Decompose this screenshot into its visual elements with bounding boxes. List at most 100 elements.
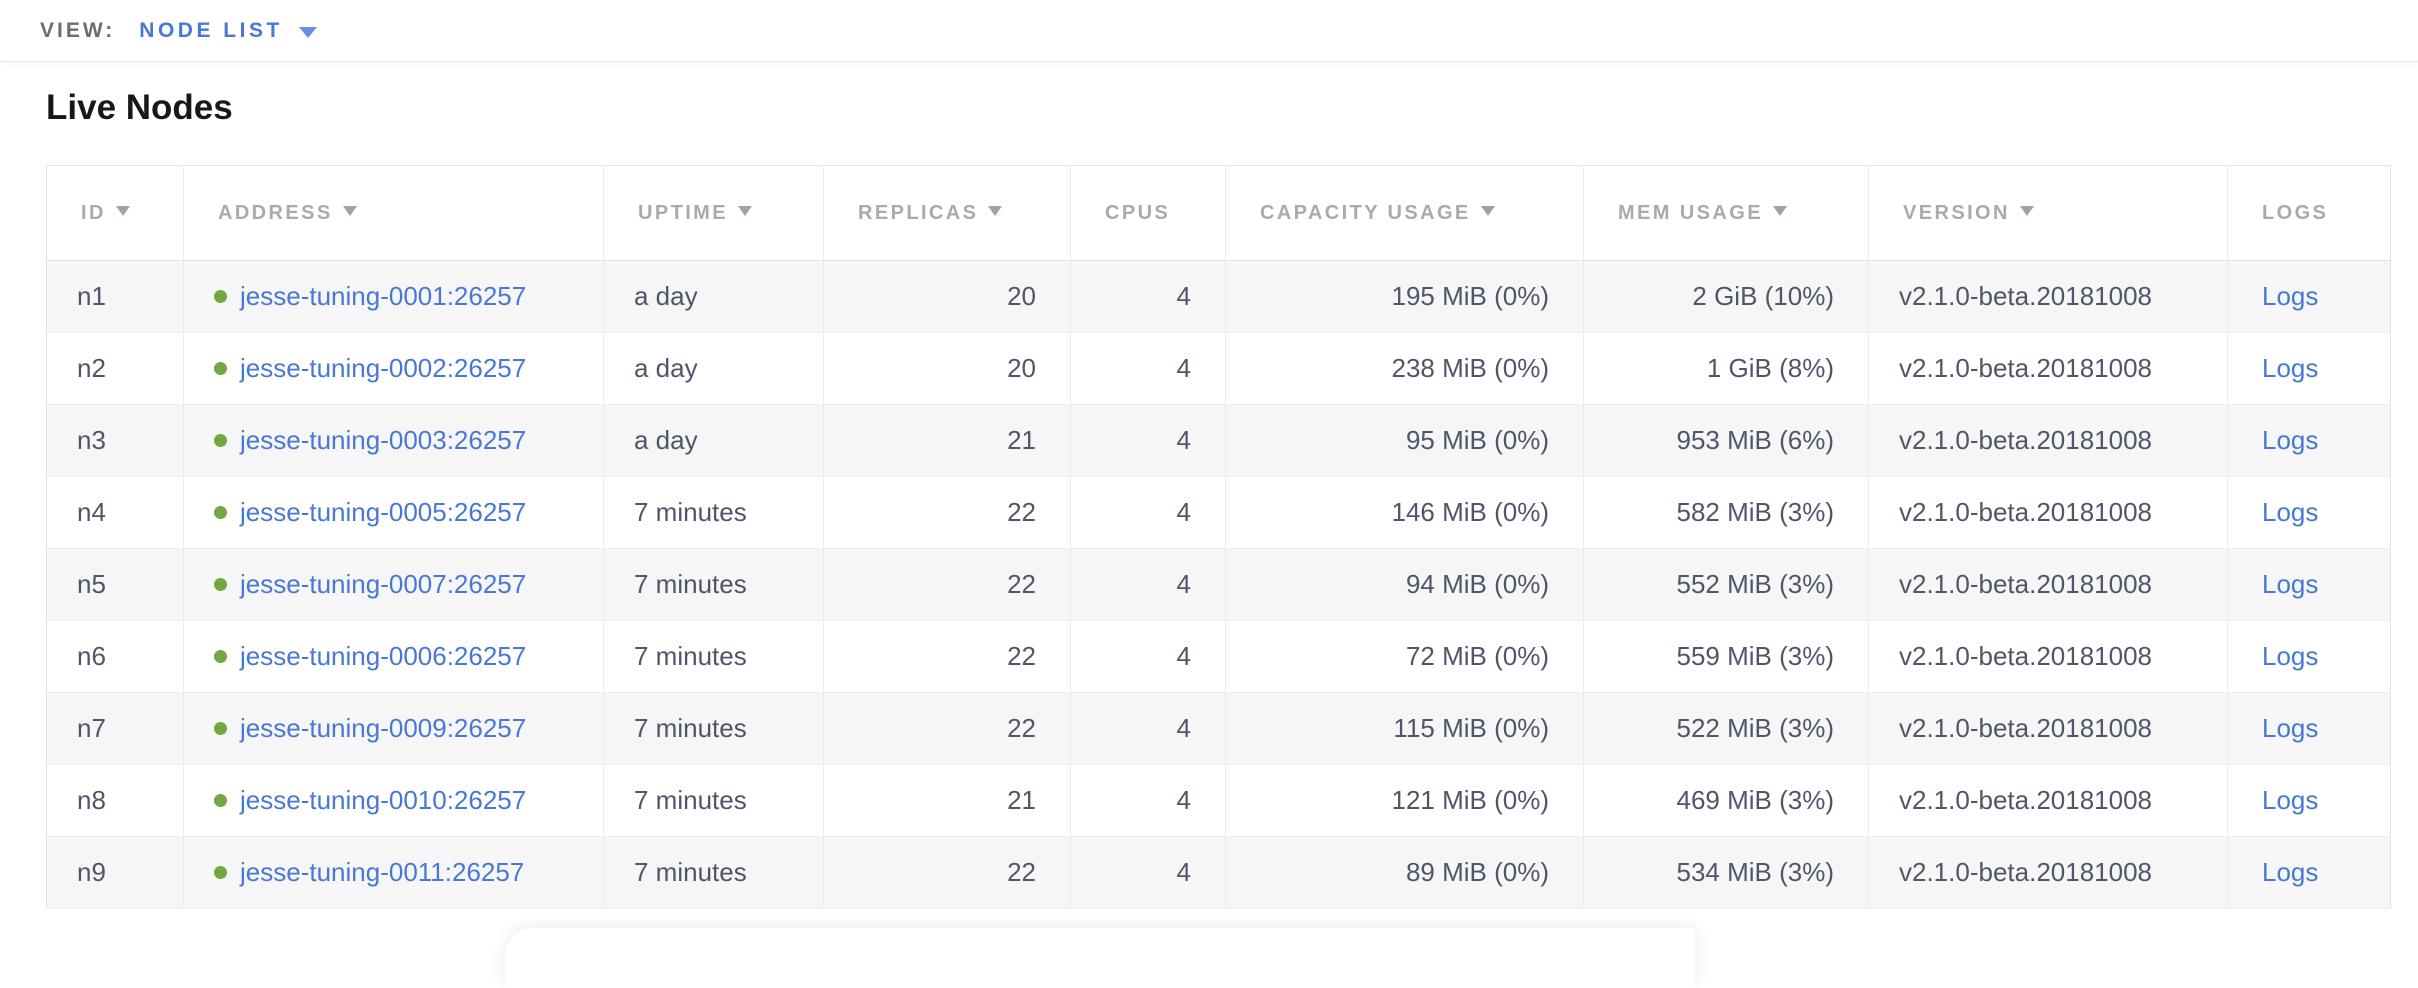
node-logs-link[interactable]: Logs bbox=[2262, 425, 2319, 455]
node-address-link[interactable]: jesse-tuning-0009:26257 bbox=[240, 713, 527, 743]
node-logs-link[interactable]: Logs bbox=[2262, 353, 2319, 383]
mem-cell: 953 MiB (6%) bbox=[1583, 404, 1869, 477]
id-value: n9 bbox=[77, 857, 106, 887]
sort-desc-icon bbox=[1480, 206, 1495, 217]
cpus-value: 4 bbox=[1176, 641, 1191, 671]
node-address-link[interactable]: jesse-tuning-0006:26257 bbox=[240, 641, 527, 671]
uptime-value: a day bbox=[634, 425, 698, 455]
version-value: v2.1.0-beta.20181008 bbox=[1899, 569, 2152, 599]
capacity-cell: 95 MiB (0%) bbox=[1225, 404, 1584, 477]
view-selector-dropdown[interactable]: NODE LIST bbox=[139, 19, 317, 43]
uptime-value: 7 minutes bbox=[634, 497, 747, 527]
id-cell: n7 bbox=[46, 692, 184, 765]
column-header-version[interactable]: VERSION bbox=[1868, 165, 2228, 261]
capacity-cell: 94 MiB (0%) bbox=[1225, 548, 1584, 621]
replicas-value: 20 bbox=[1007, 281, 1036, 311]
capacity-value: 72 MiB (0%) bbox=[1405, 641, 1549, 671]
uptime-cell: 7 minutes bbox=[603, 620, 824, 693]
uptime-value: 7 minutes bbox=[634, 785, 747, 815]
node-address-link[interactable]: jesse-tuning-0002:26257 bbox=[240, 353, 527, 383]
capacity-cell: 238 MiB (0%) bbox=[1225, 332, 1584, 405]
node-healthy-dot-icon bbox=[214, 577, 227, 591]
cpus-cell: 4 bbox=[1070, 404, 1226, 477]
sort-desc-icon bbox=[2019, 206, 2034, 217]
replicas-cell: 21 bbox=[823, 404, 1071, 477]
address-cell: jesse-tuning-0011:26257 bbox=[183, 836, 604, 909]
node-logs-link[interactable]: Logs bbox=[2262, 569, 2319, 599]
node-logs-link[interactable]: Logs bbox=[2262, 641, 2319, 671]
uptime-value: 7 minutes bbox=[634, 569, 747, 599]
node-logs-link[interactable]: Logs bbox=[2262, 281, 2319, 311]
column-header-label: REPLICAS bbox=[858, 201, 979, 224]
sort-desc-icon bbox=[342, 206, 357, 217]
cpus-cell: 4 bbox=[1070, 692, 1226, 765]
cpus-value: 4 bbox=[1176, 497, 1191, 527]
node-logs-link[interactable]: Logs bbox=[2262, 497, 2319, 527]
column-header-cpus: CPUS bbox=[1070, 165, 1226, 261]
node-address-link[interactable]: jesse-tuning-0001:26257 bbox=[240, 281, 527, 311]
node-healthy-dot-icon bbox=[214, 865, 227, 879]
address-cell: jesse-tuning-0002:26257 bbox=[183, 332, 604, 405]
uptime-cell: 7 minutes bbox=[603, 692, 824, 765]
uptime-value: 7 minutes bbox=[634, 641, 747, 671]
column-header-mem[interactable]: MEM USAGE bbox=[1583, 165, 1869, 261]
node-address-link[interactable]: jesse-tuning-0011:26257 bbox=[240, 857, 525, 887]
replicas-value: 22 bbox=[1007, 497, 1036, 527]
id-value: n7 bbox=[77, 713, 106, 743]
version-cell: v2.1.0-beta.20181008 bbox=[1868, 260, 2228, 333]
bottom-sheet-shadow bbox=[505, 928, 1695, 988]
id-cell: n1 bbox=[46, 260, 184, 333]
replicas-value: 22 bbox=[1007, 857, 1036, 887]
cpus-cell: 4 bbox=[1070, 476, 1226, 549]
cpus-cell: 4 bbox=[1070, 836, 1226, 909]
node-address-link[interactable]: jesse-tuning-0007:26257 bbox=[240, 569, 527, 599]
table-row-n9: n9 jesse-tuning-0011:26257 7 minutes 22 4 89 … bbox=[46, 836, 2391, 909]
cpus-value: 4 bbox=[1176, 713, 1191, 743]
node-logs-link[interactable]: Logs bbox=[2262, 713, 2319, 743]
version-value: v2.1.0-beta.20181008 bbox=[1899, 353, 2152, 383]
node-healthy-dot-icon bbox=[214, 649, 227, 663]
column-header-capacity[interactable]: CAPACITY USAGE bbox=[1225, 165, 1584, 261]
node-logs-link[interactable]: Logs bbox=[2262, 785, 2319, 815]
uptime-cell: 7 minutes bbox=[603, 836, 824, 909]
version-value: v2.1.0-beta.20181008 bbox=[1899, 785, 2152, 815]
node-logs-link[interactable]: Logs bbox=[2262, 857, 2319, 887]
id-value: n2 bbox=[77, 353, 106, 383]
logs-cell: Logs bbox=[2227, 548, 2391, 621]
replicas-cell: 22 bbox=[823, 692, 1071, 765]
mem-cell: 552 MiB (3%) bbox=[1583, 548, 1869, 621]
mem-cell: 469 MiB (3%) bbox=[1583, 764, 1869, 837]
uptime-value: a day bbox=[634, 281, 698, 311]
table-row-n5: n5 jesse-tuning-0007:26257 7 minutes 22 4 94 … bbox=[46, 548, 2391, 621]
replicas-value: 22 bbox=[1007, 713, 1036, 743]
column-header-uptime[interactable]: UPTIME bbox=[603, 165, 824, 261]
replicas-value: 20 bbox=[1007, 353, 1036, 383]
node-address-link[interactable]: jesse-tuning-0003:26257 bbox=[240, 425, 527, 455]
column-header-label: CPUS bbox=[1105, 201, 1171, 224]
node-healthy-dot-icon bbox=[214, 433, 227, 447]
version-cell: v2.1.0-beta.20181008 bbox=[1868, 836, 2228, 909]
id-value: n4 bbox=[77, 497, 106, 527]
address-cell: jesse-tuning-0001:26257 bbox=[183, 260, 604, 333]
id-cell: n3 bbox=[46, 404, 184, 477]
address-cell: jesse-tuning-0005:26257 bbox=[183, 476, 604, 549]
version-cell: v2.1.0-beta.20181008 bbox=[1868, 332, 2228, 405]
capacity-cell: 195 MiB (0%) bbox=[1225, 260, 1584, 333]
column-header-replicas[interactable]: REPLICAS bbox=[823, 165, 1071, 261]
column-header-label: ADDRESS bbox=[218, 201, 333, 224]
version-cell: v2.1.0-beta.20181008 bbox=[1868, 620, 2228, 693]
column-header-address[interactable]: ADDRESS bbox=[183, 165, 604, 261]
cpus-cell: 4 bbox=[1070, 620, 1226, 693]
node-healthy-dot-icon bbox=[214, 721, 227, 735]
table-row-n6: n6 jesse-tuning-0006:26257 7 minutes 22 4 72 … bbox=[46, 620, 2391, 693]
node-address-link[interactable]: jesse-tuning-0005:26257 bbox=[240, 497, 527, 527]
capacity-value: 89 MiB (0%) bbox=[1405, 857, 1549, 887]
cpus-value: 4 bbox=[1176, 857, 1191, 887]
capacity-value: 238 MiB (0%) bbox=[1391, 353, 1550, 383]
node-address-link[interactable]: jesse-tuning-0010:26257 bbox=[240, 785, 527, 815]
column-header-id[interactable]: ID bbox=[46, 165, 184, 261]
replicas-cell: 22 bbox=[823, 476, 1071, 549]
table-row-n3: n3 jesse-tuning-0003:26257 a day 21 4 95 MiB … bbox=[46, 404, 2391, 477]
capacity-cell: 89 MiB (0%) bbox=[1225, 836, 1584, 909]
address-cell: jesse-tuning-0010:26257 bbox=[183, 764, 604, 837]
